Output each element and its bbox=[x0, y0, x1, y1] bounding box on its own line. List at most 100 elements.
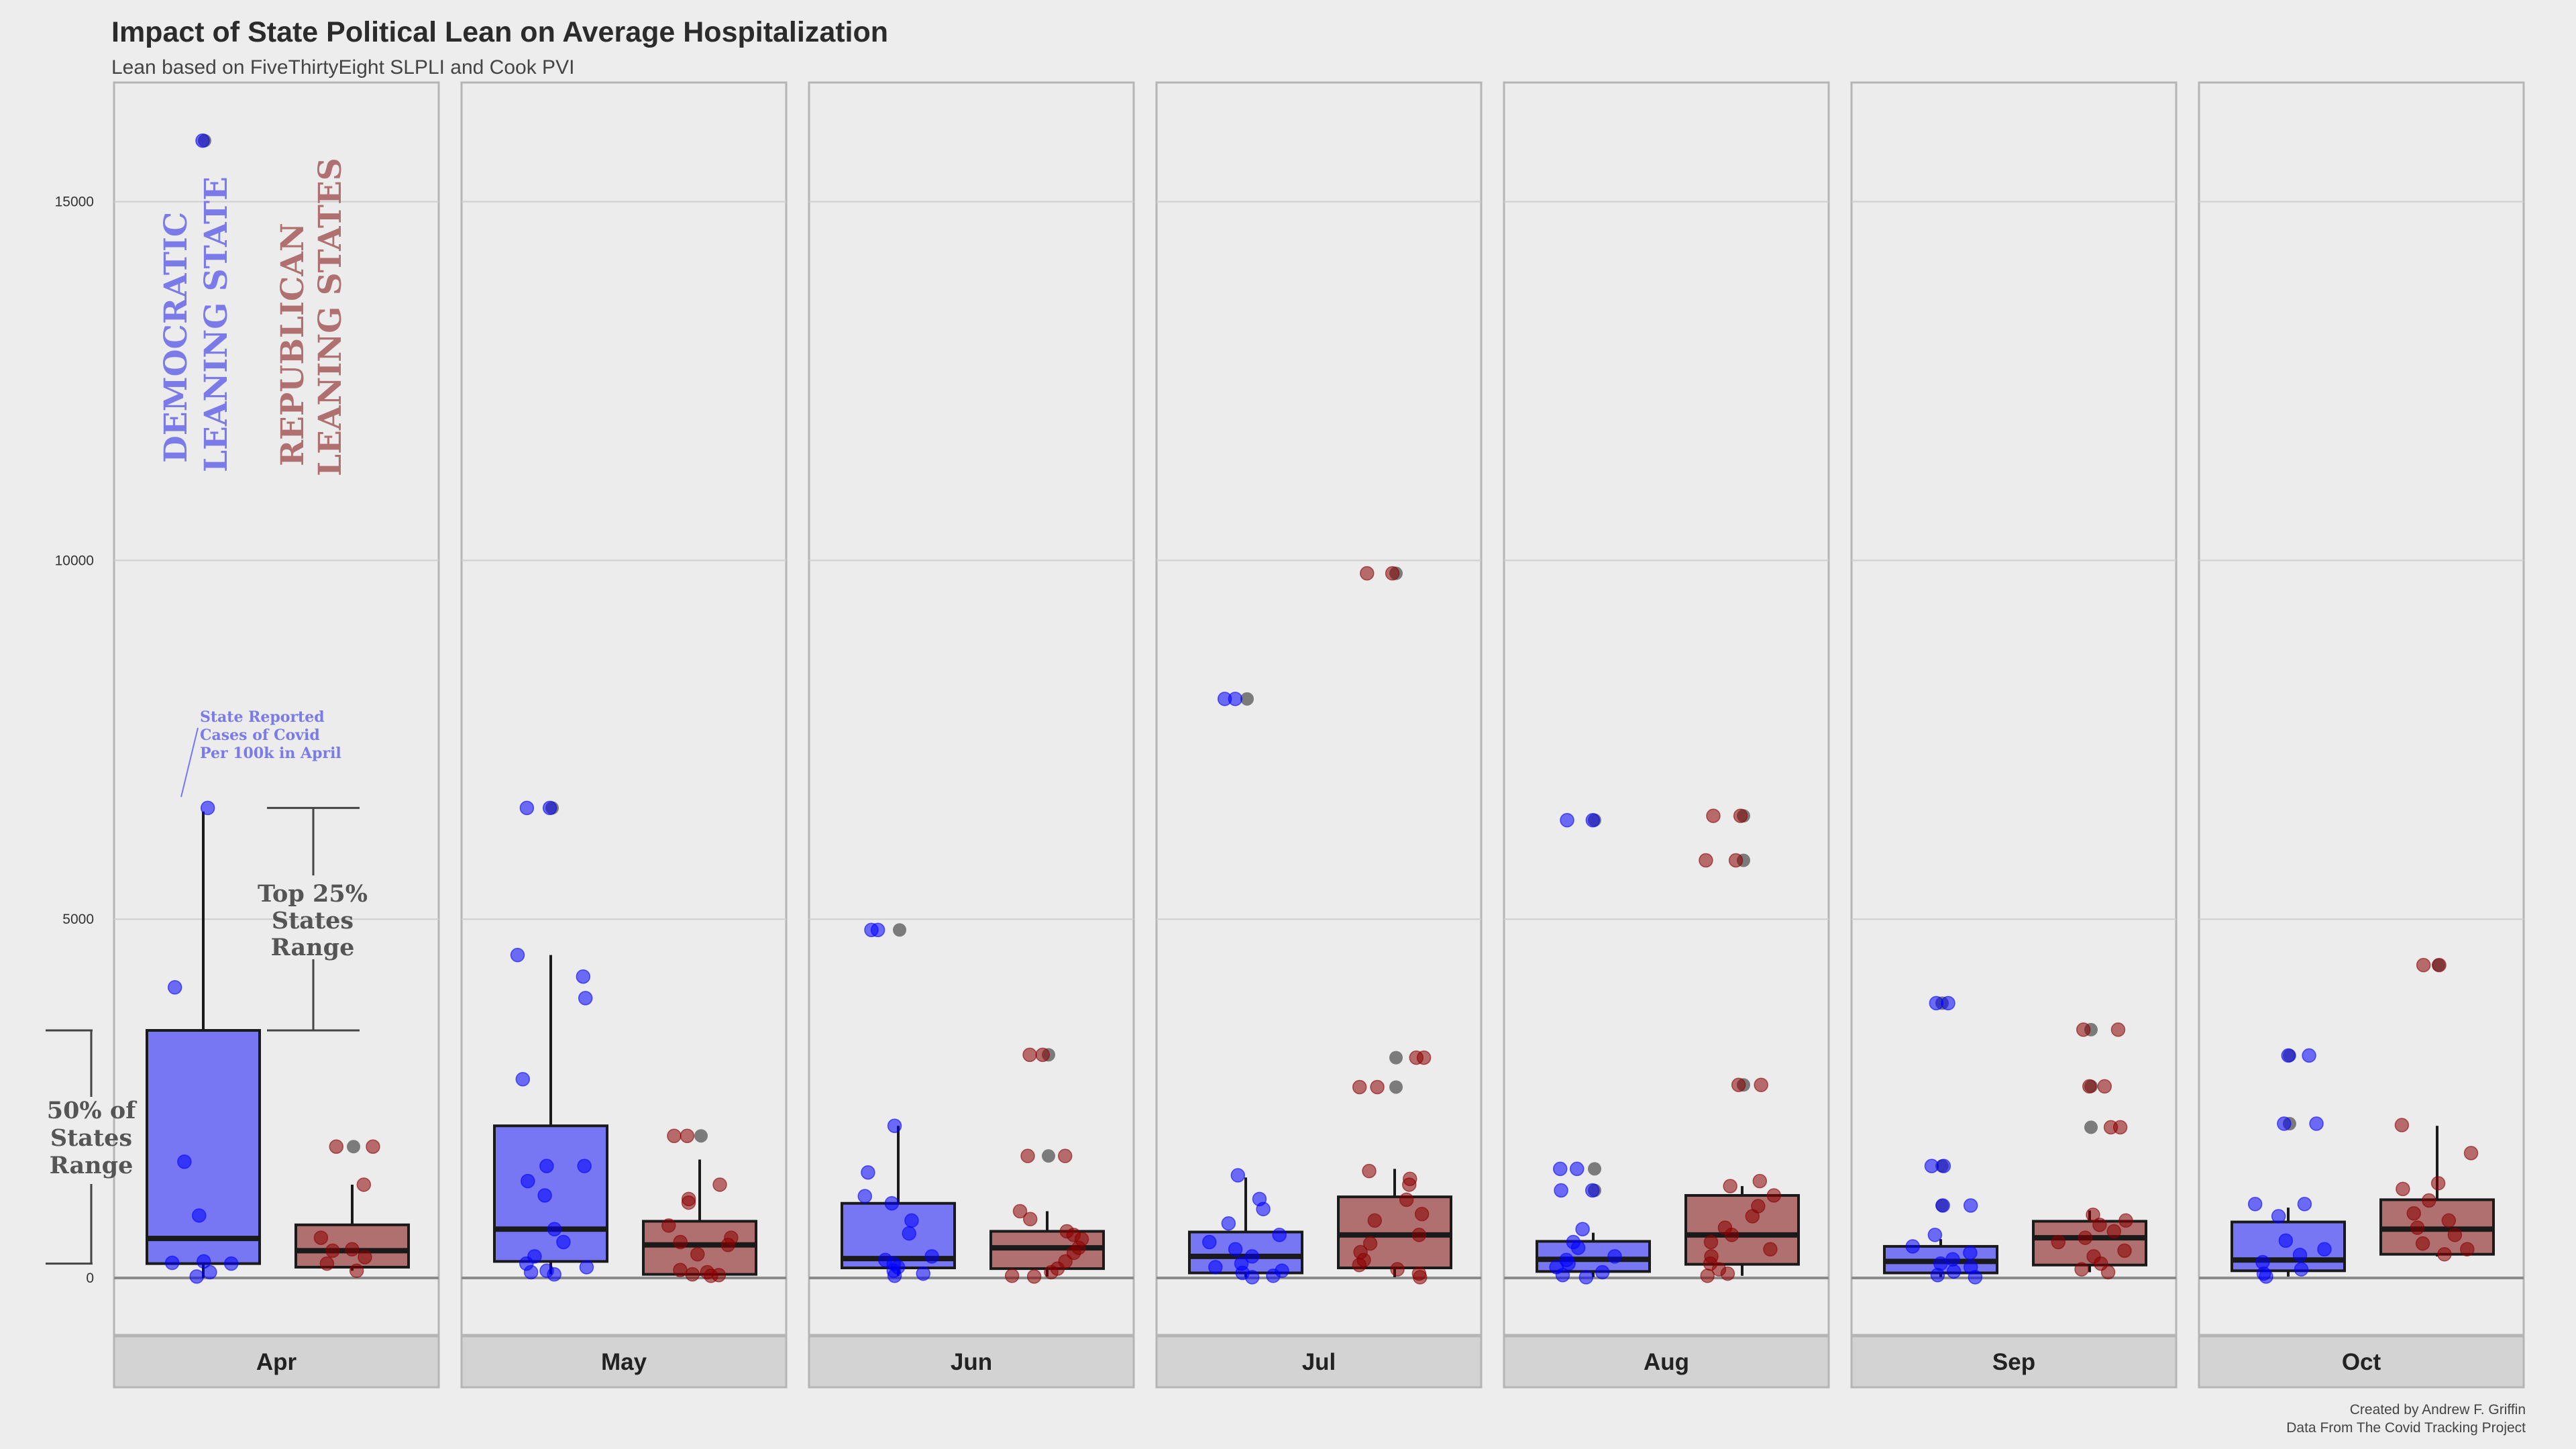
rep-state-point bbox=[358, 1250, 372, 1265]
rep-state-point bbox=[685, 1267, 700, 1282]
dem-state-point bbox=[547, 1222, 562, 1237]
dem-state-point bbox=[200, 800, 215, 816]
dem-state-point bbox=[870, 922, 885, 937]
dem-state-point bbox=[195, 133, 210, 148]
dem-state-point bbox=[523, 1265, 539, 1280]
rep-state-point bbox=[1700, 1269, 1715, 1283]
rep-state-point bbox=[2112, 1120, 2128, 1135]
rep-state-point bbox=[2106, 1224, 2121, 1239]
rep-state-point bbox=[1766, 1188, 1782, 1203]
dem-state-point bbox=[2259, 1269, 2273, 1284]
rep-state-point bbox=[1385, 566, 1400, 581]
dem-state-point bbox=[916, 1266, 930, 1281]
dem-state-point bbox=[924, 1249, 939, 1264]
rep-state-point bbox=[720, 1238, 736, 1252]
rep-state-point bbox=[690, 1246, 705, 1262]
facet-panel bbox=[2198, 81, 2525, 1336]
rep-state-point bbox=[2110, 1022, 2126, 1037]
dem-state-point bbox=[2271, 1209, 2286, 1224]
dem-state-point bbox=[1585, 812, 1601, 828]
top-range-line3: Range bbox=[271, 934, 355, 961]
facet-panel bbox=[1850, 81, 2178, 1336]
facet-strip bbox=[808, 1335, 1135, 1389]
rep-state-point bbox=[2416, 957, 2431, 973]
dem-state-point bbox=[861, 1165, 875, 1180]
rep-state-point bbox=[319, 1256, 335, 1271]
dem-state-point bbox=[1585, 1183, 1600, 1198]
dem-state-point bbox=[887, 1269, 902, 1283]
dem-state-point bbox=[542, 800, 557, 816]
rep-state-point bbox=[1728, 853, 1743, 868]
rep-state-point bbox=[1399, 1192, 1414, 1208]
dem-state-point bbox=[577, 1159, 592, 1173]
dem-state-point bbox=[1217, 692, 1232, 706]
facet-strip-label: Sep bbox=[1992, 1349, 2035, 1375]
y-tick-label: 15000 bbox=[55, 195, 94, 210]
rep-state-point bbox=[1022, 1047, 1037, 1063]
dem-state-point bbox=[578, 991, 593, 1006]
dem-state-point bbox=[537, 1188, 552, 1203]
facet-strip-label: Oct bbox=[2342, 1349, 2381, 1375]
rep-outlier-point bbox=[2084, 1120, 2098, 1134]
rep-state-point bbox=[704, 1269, 718, 1283]
dem-state-point bbox=[1929, 996, 1944, 1011]
dem-outlier-point bbox=[893, 923, 906, 937]
rep-state-point bbox=[2078, 1230, 2093, 1245]
dem-state-point bbox=[2297, 1197, 2312, 1212]
rep-outlier-point bbox=[1389, 1051, 1403, 1065]
top-range-line1: Top 25% bbox=[258, 880, 368, 908]
rep-state-point bbox=[329, 1139, 344, 1155]
point-note-leader bbox=[180, 727, 199, 798]
rep-outlier-point bbox=[1042, 1149, 1055, 1163]
rep-state-point bbox=[2118, 1213, 2133, 1228]
rep-state-point bbox=[1401, 1177, 1417, 1192]
rep-state-point bbox=[1022, 1212, 1038, 1227]
rep-state-point bbox=[2415, 1236, 2430, 1251]
rep-state-point bbox=[2394, 1118, 2410, 1132]
rep-state-point bbox=[2406, 1205, 2421, 1221]
dem-state-point bbox=[1228, 1242, 1243, 1256]
rep-state-point bbox=[1706, 808, 1721, 823]
dem-state-point bbox=[1935, 1198, 1950, 1213]
y-tick-label: 10000 bbox=[55, 553, 94, 568]
facet-panel bbox=[808, 81, 1135, 1336]
dem-state-point bbox=[576, 969, 591, 984]
dem-state-point bbox=[1272, 1228, 1287, 1242]
rep-state-point bbox=[2441, 1213, 2457, 1228]
rep-state-point bbox=[680, 1128, 695, 1143]
rep-state-point bbox=[1390, 1262, 1405, 1277]
rep-outlier-point bbox=[347, 1140, 360, 1154]
rep-state-point bbox=[1731, 1077, 1746, 1093]
rep-state-point bbox=[681, 1195, 696, 1210]
facet-strip bbox=[113, 1335, 440, 1389]
dem-state-point bbox=[1963, 1245, 1978, 1260]
rep-state-point bbox=[313, 1230, 329, 1245]
rep-state-point bbox=[2422, 1193, 2436, 1208]
dem-outlier-point bbox=[1588, 1162, 1601, 1176]
top-range-line2: States bbox=[272, 907, 354, 934]
dem-state-point bbox=[1905, 1239, 1920, 1254]
point-note-line2: Cases of Covid bbox=[200, 727, 320, 744]
dem-state-point bbox=[884, 1196, 900, 1211]
dem-state-point bbox=[1570, 1161, 1585, 1177]
caption-author: Created by Andrew F. Griffin bbox=[2349, 1402, 2526, 1417]
rep-state-point bbox=[1723, 1179, 1737, 1193]
dem-state-point bbox=[189, 1269, 204, 1284]
point-note-line3: Per 100k in April bbox=[200, 745, 341, 762]
rep-state-point bbox=[1724, 1228, 1739, 1242]
dem-state-point bbox=[2247, 1197, 2263, 1212]
rep-state-point bbox=[2074, 1262, 2089, 1277]
dem-state-point bbox=[1570, 1240, 1586, 1255]
rep-state-point bbox=[2092, 1218, 2107, 1232]
point-note-line1: State Reported bbox=[200, 708, 325, 726]
rep-state-point bbox=[2051, 1234, 2066, 1250]
rep-state-point bbox=[1754, 1077, 1768, 1093]
rep-state-point bbox=[1745, 1209, 1760, 1224]
dem-state-point bbox=[521, 1173, 535, 1189]
rep-lean-label: REPUBLICANLEANING STATES bbox=[274, 158, 349, 476]
rep-state-point bbox=[2117, 1243, 2132, 1258]
dem-state-point bbox=[2309, 1116, 2324, 1131]
dem-outlier-point bbox=[1240, 692, 1254, 706]
rep-state-point bbox=[1414, 1207, 1430, 1222]
